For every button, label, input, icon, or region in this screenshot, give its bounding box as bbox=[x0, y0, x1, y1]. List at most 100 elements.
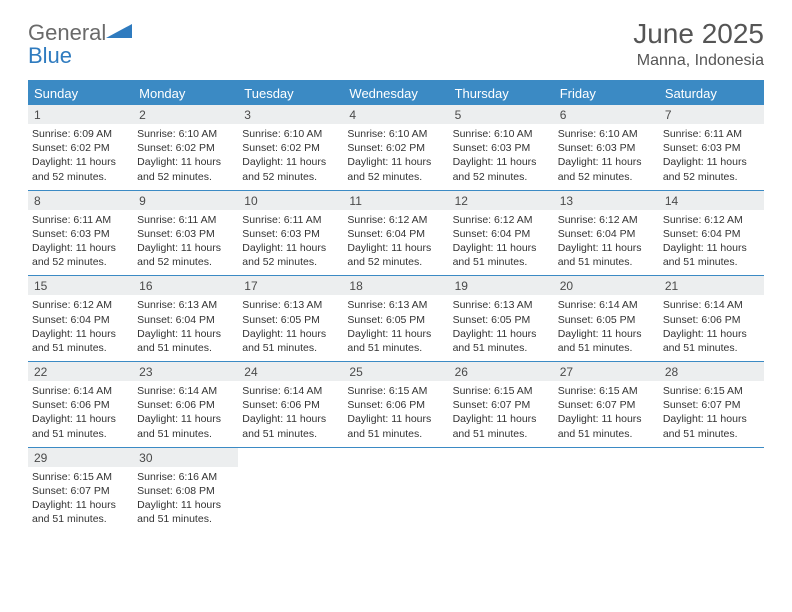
month-title: June 2025 bbox=[633, 18, 764, 50]
day-number: 4 bbox=[343, 105, 448, 124]
calendar-week: 1 Sunrise: 6:09 AM Sunset: 6:02 PM Daylight… bbox=[28, 105, 764, 191]
day-details: Sunrise: 6:13 AMSunset: 6:04 PMDaylight:… bbox=[133, 295, 238, 355]
sunset-line: Sunset: 6:06 PM bbox=[32, 398, 129, 412]
daylight-line: Daylight: 11 hours and 51 minutes. bbox=[242, 327, 339, 355]
day-number: 11 bbox=[343, 191, 448, 210]
day-number: 22 bbox=[28, 362, 133, 381]
day-number: 29 bbox=[28, 448, 133, 467]
day-number: 26 bbox=[449, 362, 554, 381]
day-number: 10 bbox=[238, 191, 343, 210]
daylight-line: Daylight: 11 hours and 51 minutes. bbox=[558, 412, 655, 440]
daylight-line: Daylight: 11 hours and 52 minutes. bbox=[663, 155, 760, 183]
day-details: Sunrise: 6:12 AMSunset: 6:04 PMDaylight:… bbox=[659, 210, 764, 270]
sunset-line: Sunset: 6:07 PM bbox=[453, 398, 550, 412]
location-label: Manna, Indonesia bbox=[633, 52, 764, 70]
day-number: 20 bbox=[554, 276, 659, 295]
calendar-day: 17Sunrise: 6:13 AMSunset: 6:05 PMDayligh… bbox=[238, 276, 343, 361]
day-details: Sunrise: 6:14 AMSunset: 6:05 PMDaylight:… bbox=[554, 295, 659, 355]
weekday-header: Wednesday bbox=[343, 82, 448, 105]
day-number: 21 bbox=[659, 276, 764, 295]
sunrise-line: Sunrise: 6:12 AM bbox=[558, 213, 655, 227]
sunset-line: Sunset: 6:06 PM bbox=[137, 398, 234, 412]
weeks-container: 1 Sunrise: 6:09 AM Sunset: 6:02 PM Daylight… bbox=[28, 105, 764, 532]
day-number: 7 bbox=[659, 105, 764, 124]
calendar-day: 18Sunrise: 6:13 AMSunset: 6:05 PMDayligh… bbox=[343, 276, 448, 361]
day-details: Sunrise: 6:13 AMSunset: 6:05 PMDaylight:… bbox=[449, 295, 554, 355]
day-number: 13 bbox=[554, 191, 659, 210]
calendar-day: 15Sunrise: 6:12 AMSunset: 6:04 PMDayligh… bbox=[28, 276, 133, 361]
sunset-line: Sunset: 6:07 PM bbox=[663, 398, 760, 412]
calendar-day: 24Sunrise: 6:14 AMSunset: 6:06 PMDayligh… bbox=[238, 362, 343, 447]
calendar-day: 3Sunrise: 6:10 AMSunset: 6:02 PMDaylight… bbox=[238, 105, 343, 190]
day-details: Sunrise: 6:14 AMSunset: 6:06 PMDaylight:… bbox=[28, 381, 133, 441]
weekday-header-row: Sunday Monday Tuesday Wednesday Thursday… bbox=[28, 82, 764, 105]
daylight-line: Daylight: 11 hours and 51 minutes. bbox=[558, 241, 655, 269]
daylight-line: Daylight: 11 hours and 52 minutes. bbox=[137, 155, 234, 183]
day-number: 23 bbox=[133, 362, 238, 381]
sunrise-line: Sunrise: 6:15 AM bbox=[558, 384, 655, 398]
weekday-header: Saturday bbox=[659, 82, 764, 105]
page-header: General Blue June 2025 Manna, Indonesia bbox=[28, 18, 764, 70]
sunrise-line: Sunrise: 6:11 AM bbox=[137, 213, 234, 227]
triangle-icon bbox=[106, 22, 134, 40]
sunset-line: Sunset: 6:06 PM bbox=[347, 398, 444, 412]
day-details: Sunrise: 6:12 AMSunset: 6:04 PMDaylight:… bbox=[343, 210, 448, 270]
day-details: Sunrise: 6:16 AMSunset: 6:08 PMDaylight:… bbox=[133, 467, 238, 527]
calendar-day: 29Sunrise: 6:15 AMSunset: 6:07 PMDayligh… bbox=[28, 448, 133, 533]
day-number: 3 bbox=[238, 105, 343, 124]
sunrise-line: Sunrise: 6:09 AM bbox=[32, 127, 129, 141]
sunrise-line: Sunrise: 6:11 AM bbox=[242, 213, 339, 227]
day-details: Sunrise: 6:11 AMSunset: 6:03 PMDaylight:… bbox=[238, 210, 343, 270]
calendar-day: 5Sunrise: 6:10 AMSunset: 6:03 PMDaylight… bbox=[449, 105, 554, 190]
day-details: Sunrise: 6:12 AMSunset: 6:04 PMDaylight:… bbox=[554, 210, 659, 270]
calendar-day: 14Sunrise: 6:12 AMSunset: 6:04 PMDayligh… bbox=[659, 191, 764, 276]
sunset-line: Sunset: 6:02 PM bbox=[242, 141, 339, 155]
sunset-line: Sunset: 6:04 PM bbox=[663, 227, 760, 241]
day-details: Sunrise: 6:15 AMSunset: 6:07 PMDaylight:… bbox=[554, 381, 659, 441]
daylight-line: Daylight: 11 hours and 51 minutes. bbox=[32, 498, 129, 526]
calendar-day: 10Sunrise: 6:11 AMSunset: 6:03 PMDayligh… bbox=[238, 191, 343, 276]
calendar-day: 27Sunrise: 6:15 AMSunset: 6:07 PMDayligh… bbox=[554, 362, 659, 447]
sunrise-line: Sunrise: 6:10 AM bbox=[347, 127, 444, 141]
daylight-line: Daylight: 11 hours and 52 minutes. bbox=[453, 155, 550, 183]
day-number: 27 bbox=[554, 362, 659, 381]
calendar-week: 8Sunrise: 6:11 AMSunset: 6:03 PMDaylight… bbox=[28, 191, 764, 277]
daylight-line: Daylight: 11 hours and 51 minutes. bbox=[32, 327, 129, 355]
calendar-grid: Sunday Monday Tuesday Wednesday Thursday… bbox=[28, 80, 764, 532]
daylight-line: Daylight: 11 hours and 51 minutes. bbox=[242, 412, 339, 440]
calendar-day bbox=[238, 448, 343, 533]
day-number: 28 bbox=[659, 362, 764, 381]
calendar-day bbox=[343, 448, 448, 533]
sunset-line: Sunset: 6:04 PM bbox=[347, 227, 444, 241]
day-number: 17 bbox=[238, 276, 343, 295]
day-number: 6 bbox=[554, 105, 659, 124]
calendar-page: { "brand": { "word1": "General", "word2"… bbox=[0, 0, 792, 612]
calendar-day: 26Sunrise: 6:15 AMSunset: 6:07 PMDayligh… bbox=[449, 362, 554, 447]
calendar-day: 21Sunrise: 6:14 AMSunset: 6:06 PMDayligh… bbox=[659, 276, 764, 361]
day-details: Sunrise: 6:11 AMSunset: 6:03 PMDaylight:… bbox=[28, 210, 133, 270]
calendar-day bbox=[449, 448, 554, 533]
daylight-line: Daylight: 11 hours and 51 minutes. bbox=[347, 412, 444, 440]
day-number: 1 bbox=[28, 105, 133, 124]
sunset-line: Sunset: 6:07 PM bbox=[558, 398, 655, 412]
daylight-line: Daylight: 11 hours and 51 minutes. bbox=[347, 327, 444, 355]
calendar-day: 12Sunrise: 6:12 AMSunset: 6:04 PMDayligh… bbox=[449, 191, 554, 276]
daylight-line: Daylight: 11 hours and 52 minutes. bbox=[347, 155, 444, 183]
weekday-header: Sunday bbox=[28, 82, 133, 105]
daylight-line: Daylight: 11 hours and 51 minutes. bbox=[558, 327, 655, 355]
day-number: 12 bbox=[449, 191, 554, 210]
day-details: Sunrise: 6:14 AMSunset: 6:06 PMDaylight:… bbox=[133, 381, 238, 441]
sunrise-line: Sunrise: 6:10 AM bbox=[558, 127, 655, 141]
calendar-day: 9Sunrise: 6:11 AMSunset: 6:03 PMDaylight… bbox=[133, 191, 238, 276]
daylight-line: Daylight: 11 hours and 52 minutes. bbox=[558, 155, 655, 183]
sunset-line: Sunset: 6:05 PM bbox=[558, 313, 655, 327]
calendar-day: 4Sunrise: 6:10 AMSunset: 6:02 PMDaylight… bbox=[343, 105, 448, 190]
calendar-day: 16Sunrise: 6:13 AMSunset: 6:04 PMDayligh… bbox=[133, 276, 238, 361]
sunset-line: Sunset: 6:03 PM bbox=[242, 227, 339, 241]
day-details: Sunrise: 6:11 AMSunset: 6:03 PMDaylight:… bbox=[659, 124, 764, 184]
daylight-line: Daylight: 11 hours and 51 minutes. bbox=[137, 327, 234, 355]
calendar-day: 6Sunrise: 6:10 AMSunset: 6:03 PMDaylight… bbox=[554, 105, 659, 190]
day-details: Sunrise: 6:15 AMSunset: 6:07 PMDaylight:… bbox=[449, 381, 554, 441]
day-details: Sunrise: 6:10 AMSunset: 6:03 PMDaylight:… bbox=[449, 124, 554, 184]
sunset-line: Sunset: 6:04 PM bbox=[137, 313, 234, 327]
